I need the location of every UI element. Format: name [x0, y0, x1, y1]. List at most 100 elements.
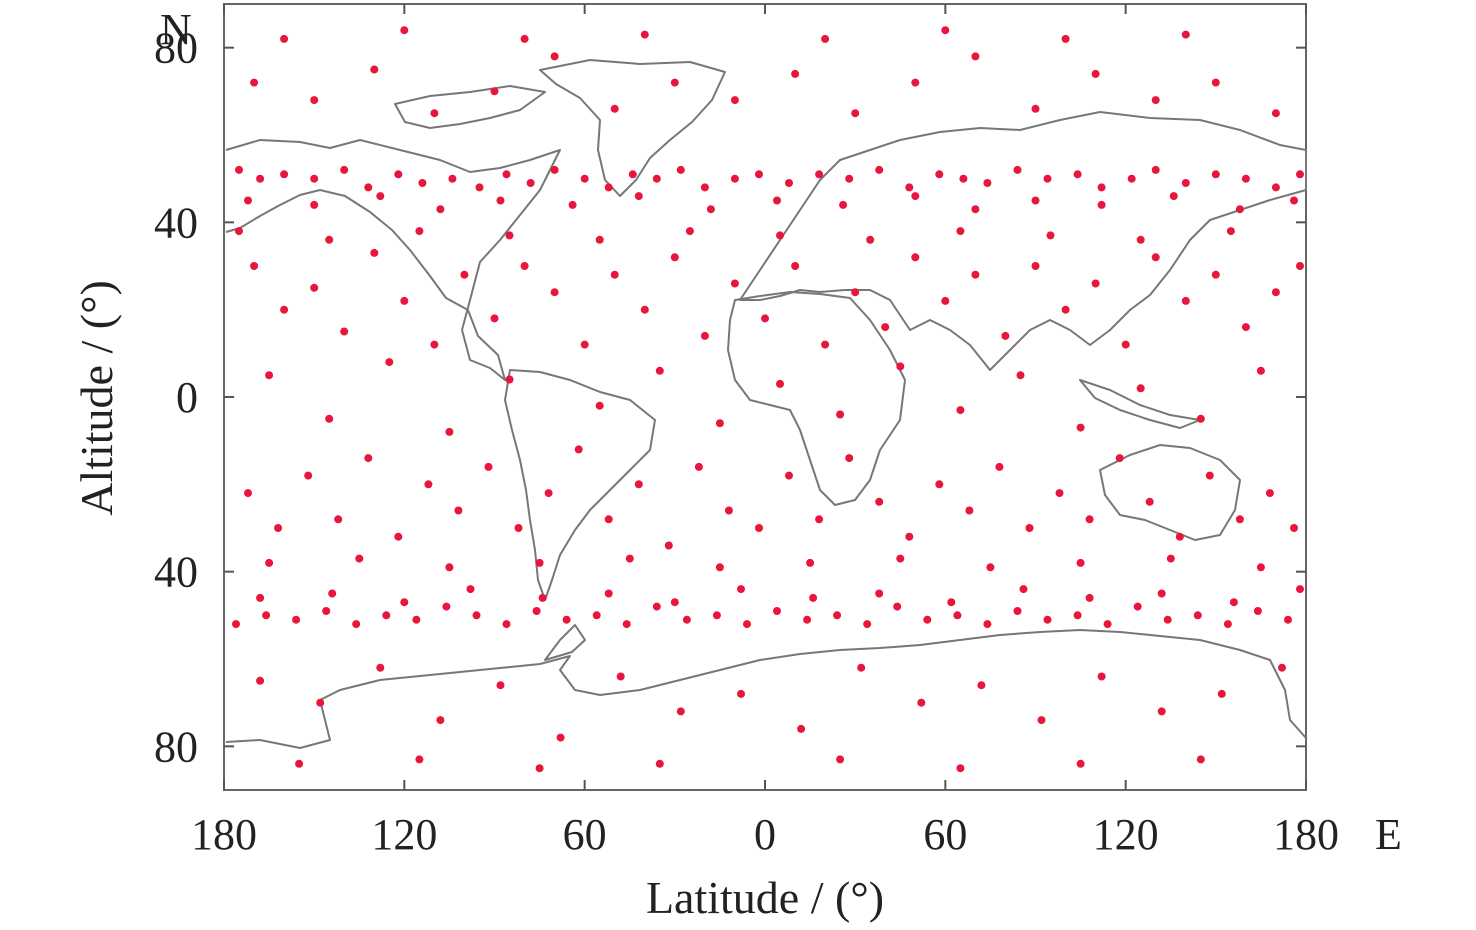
data-point	[809, 593, 818, 602]
data-point	[550, 288, 559, 297]
data-point	[797, 724, 806, 733]
data-point	[836, 410, 845, 419]
data-point	[496, 681, 505, 690]
y-tick-label: 0	[176, 373, 198, 422]
data-point	[634, 480, 643, 489]
data-point	[1046, 231, 1055, 240]
data-point	[1284, 615, 1292, 624]
data-point	[776, 231, 784, 240]
data-point	[857, 663, 866, 672]
y-tick-label: 40	[154, 198, 198, 247]
data-point	[295, 759, 304, 768]
data-point	[292, 615, 301, 624]
data-point	[640, 30, 649, 39]
data-point	[875, 165, 884, 174]
data-point	[1043, 174, 1052, 183]
data-point	[1217, 689, 1226, 698]
data-point	[682, 615, 691, 624]
data-point	[1193, 611, 1202, 620]
data-point	[1163, 615, 1172, 624]
data-point	[1085, 515, 1094, 524]
data-point	[1166, 554, 1175, 563]
data-point	[1097, 200, 1106, 209]
data-point	[706, 205, 715, 214]
data-point	[400, 26, 409, 35]
x-direction-label: E	[1375, 810, 1402, 859]
data-point	[1097, 672, 1106, 681]
data-point	[1290, 524, 1298, 532]
coastline-map	[225, 59, 1307, 749]
data-point	[755, 170, 763, 179]
data-point	[1235, 205, 1244, 214]
data-point	[730, 279, 739, 288]
data-point	[1097, 183, 1106, 192]
data-point	[1136, 235, 1145, 244]
y-tick-label: 80	[154, 24, 198, 73]
data-point	[526, 179, 535, 187]
data-point	[941, 296, 950, 305]
data-point	[821, 34, 830, 43]
data-point	[502, 620, 511, 629]
data-point	[1157, 589, 1166, 598]
coast-africa	[727, 291, 906, 506]
y-tick-label: 80	[154, 722, 198, 771]
data-point	[466, 585, 475, 594]
data-point	[322, 607, 331, 615]
data-point	[676, 707, 685, 716]
data-point	[355, 554, 364, 563]
data-point	[436, 205, 445, 214]
data-point	[815, 170, 824, 179]
data-point	[376, 663, 385, 672]
data-point	[1229, 598, 1238, 607]
data-point	[1241, 323, 1250, 332]
data-point	[445, 563, 454, 572]
data-point	[400, 598, 409, 607]
data-point	[352, 620, 361, 629]
data-point	[652, 174, 661, 183]
data-point	[1196, 414, 1205, 423]
data-point	[316, 698, 325, 707]
data-point	[604, 589, 613, 598]
data-point	[1133, 602, 1142, 611]
data-point	[370, 248, 379, 257]
data-point	[694, 462, 703, 471]
data-point	[484, 462, 493, 471]
coast-indonesia	[1079, 379, 1201, 429]
data-point	[520, 34, 529, 43]
data-point	[265, 371, 274, 380]
data-point	[1196, 755, 1205, 764]
x-tick-label: 60	[563, 810, 607, 859]
data-point	[712, 611, 721, 620]
data-point	[1211, 270, 1220, 279]
x-tick-label: 120	[1093, 810, 1159, 859]
data-point	[472, 611, 481, 620]
data-point	[1076, 759, 1085, 768]
data-point	[544, 489, 553, 498]
coast-greenland	[539, 59, 726, 197]
data-point	[1037, 716, 1046, 725]
data-point	[1115, 454, 1124, 463]
data-point	[1121, 340, 1130, 349]
data-point	[724, 506, 733, 515]
data-point	[1151, 96, 1160, 105]
data-point	[442, 602, 451, 611]
data-point	[256, 174, 265, 183]
data-point	[776, 379, 784, 388]
x-tick-label: 60	[923, 810, 967, 859]
data-point	[574, 445, 583, 454]
data-point	[715, 563, 724, 572]
data-point	[244, 196, 252, 205]
data-point	[235, 165, 243, 174]
data-point	[628, 170, 637, 179]
data-point	[1091, 69, 1100, 78]
x-tick-label: 180	[191, 810, 257, 859]
data-point	[815, 515, 824, 524]
data-point	[310, 200, 319, 209]
data-point	[454, 506, 463, 515]
data-point	[1127, 174, 1136, 183]
data-point	[538, 593, 547, 602]
data-point	[1205, 471, 1214, 480]
data-point	[737, 585, 745, 594]
data-point	[743, 620, 751, 629]
